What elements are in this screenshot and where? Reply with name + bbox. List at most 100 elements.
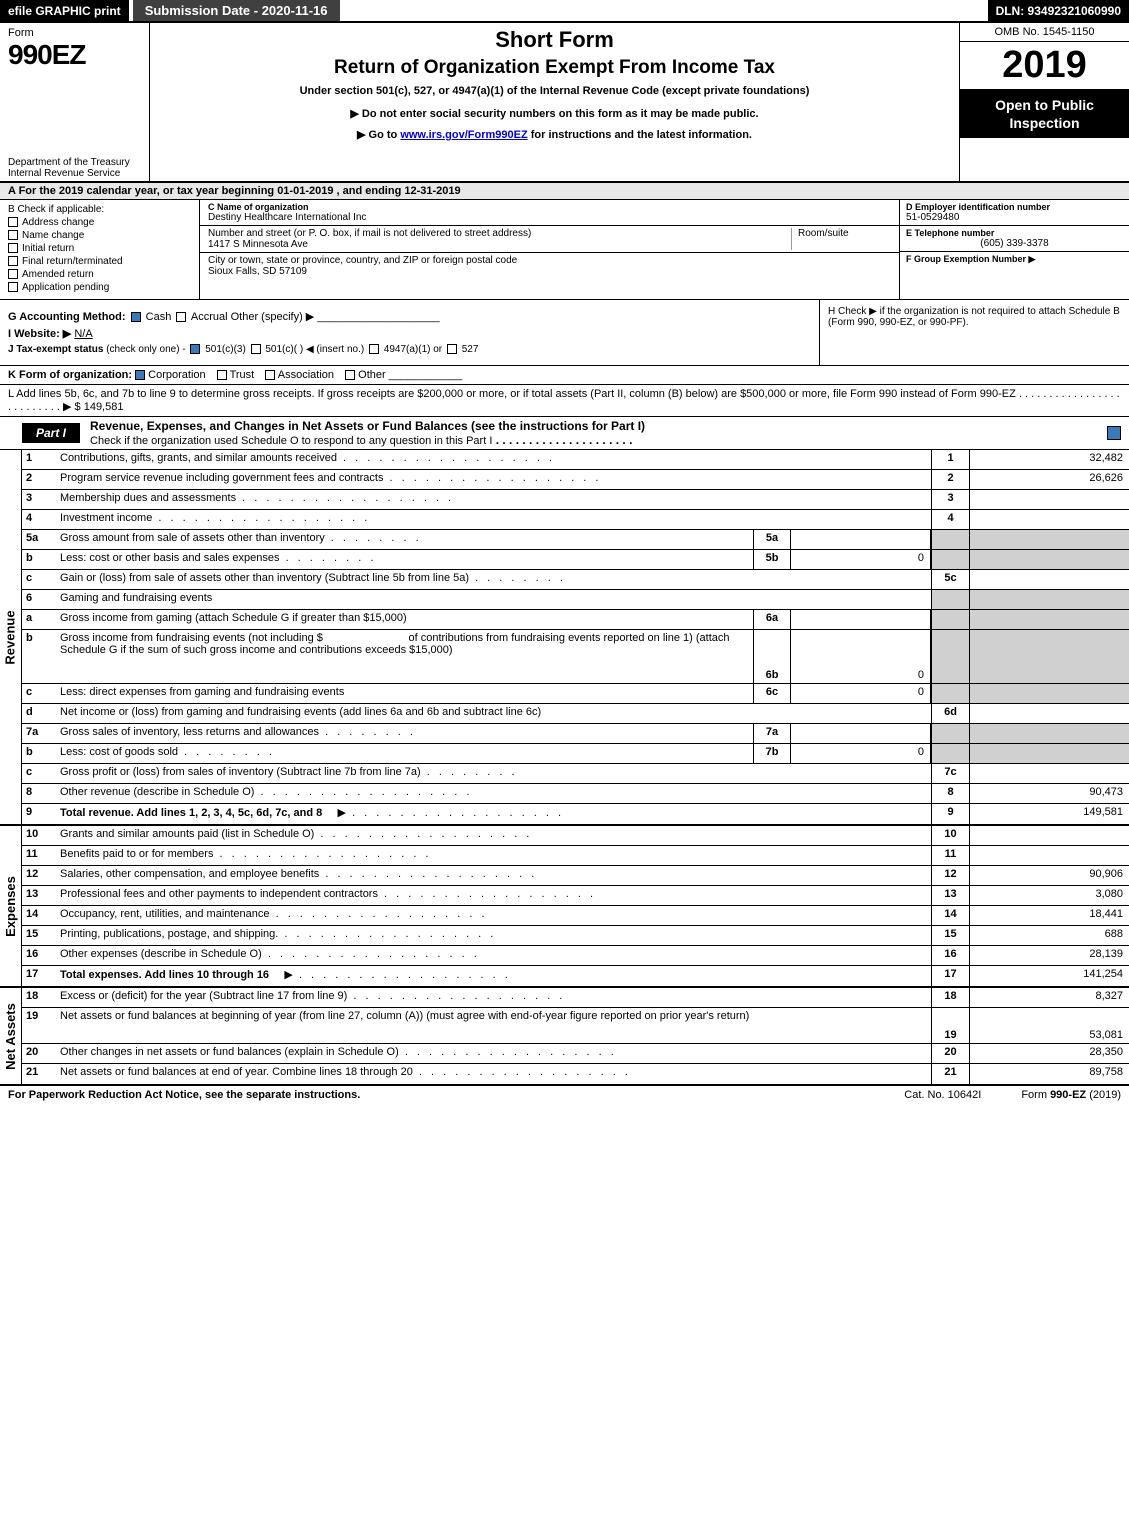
line-1-desc: Contributions, gifts, grants, and simila… [56,450,931,469]
city-label: City or town, state or province, country… [208,255,891,266]
short-form-title: Short Form [158,27,951,53]
line-1-val: 32,482 [969,450,1129,469]
tax-year: 2019 [960,42,1129,90]
checkbox-address-change[interactable] [8,217,18,227]
checkbox-amended-return[interactable] [8,269,18,279]
line-14-val: 18,441 [969,906,1129,925]
form-number: 990EZ [8,39,141,71]
room-label: Room/suite [798,228,891,239]
efile-print-button[interactable]: efile GRAPHIC print [0,0,129,21]
section-l: L Add lines 5b, 6c, and 7b to line 9 to … [0,385,1129,417]
section-h: H Check ▶ if the organization is not req… [819,300,1129,365]
org-name-value: Destiny Healthcare International Inc [208,212,891,223]
line-13-desc: Professional fees and other payments to … [56,886,931,905]
line-18-desc: Excess or (deficit) for the year (Subtra… [56,988,931,1007]
line-17-desc: Total expenses. Add lines 10 through 16 … [56,966,931,986]
line-15-desc: Printing, publications, postage, and shi… [56,926,931,945]
line-2-desc: Program service revenue including govern… [56,470,931,489]
checkbox-corporation[interactable] [135,370,145,380]
irs-link[interactable]: www.irs.gov/Form990EZ [400,129,527,141]
line-4-desc: Investment income [56,510,931,529]
line-9-desc: Total revenue. Add lines 1, 2, 3, 4, 5c,… [56,804,931,824]
form-label: Form [8,27,141,39]
ssn-warning: ▶ Do not enter social security numbers o… [158,107,951,120]
website-line: I Website: ▶ N/A [8,327,811,340]
phone-value: (605) 339-3378 [906,238,1123,249]
tax-exempt-status: J Tax-exempt status (check only one) - 5… [8,344,811,355]
line-10-desc: Grants and similar amounts paid (list in… [56,826,931,845]
line-7b-desc: Less: cost of goods sold [56,744,753,763]
checkbox-name-change[interactable] [8,230,18,240]
line-8-val: 90,473 [969,784,1129,803]
checkbox-501c[interactable] [251,344,261,354]
checkbox-final-return[interactable] [8,256,18,266]
revenue-side-label: Revenue [0,450,22,824]
gross-receipts-amount: ▶ $ 149,581 [63,401,123,413]
section-def: D Employer identification number 51-0529… [899,200,1129,299]
expenses-section: Expenses 10Grants and similar amounts pa… [0,826,1129,988]
checkbox-association[interactable] [265,370,275,380]
header-right: OMB No. 1545-1150 2019 Open to Public In… [959,23,1129,181]
line-6-desc: Gaming and fundraising events [56,590,931,609]
paperwork-notice: For Paperwork Reduction Act Notice, see … [8,1089,864,1101]
checkbox-4947[interactable] [369,344,379,354]
line-6c-desc: Less: direct expenses from gaming and fu… [56,684,753,703]
page-footer: For Paperwork Reduction Act Notice, see … [0,1086,1129,1104]
line-11-val [969,846,1129,865]
checkbox-other-org[interactable] [345,370,355,380]
checkbox-schedule-o[interactable] [1107,426,1121,440]
street-label: Number and street (or P. O. box, if mail… [208,228,791,239]
checkbox-527[interactable] [447,344,457,354]
accounting-method: G Accounting Method: Cash Accrual Other … [8,310,811,323]
org-name-label: C Name of organization [208,202,891,212]
line-5a-desc: Gross amount from sale of assets other t… [56,530,753,549]
info-grid: B Check if applicable: Address change Na… [0,200,1129,300]
instructions-link-line: ▶ Go to www.irs.gov/Form990EZ for instru… [158,128,951,141]
line-19-desc: Net assets or fund balances at beginning… [56,1008,931,1043]
section-b: B Check if applicable: Address change Na… [0,200,200,299]
line-5b-desc: Less: cost or other basis and sales expe… [56,550,753,569]
line-7b-val: 0 [791,744,931,763]
line-6b-desc: Gross income from fundraising events (no… [56,630,753,683]
checkbox-initial-return[interactable] [8,243,18,253]
checkbox-501c3[interactable] [190,344,200,354]
header-center: Short Form Return of Organization Exempt… [150,23,959,181]
street-value: 1417 S Minnesota Ave [208,239,791,250]
part1-header: Part I Revenue, Expenses, and Changes in… [0,417,1129,450]
line-6a-desc: Gross income from gaming (attach Schedul… [56,610,753,629]
revenue-section: Revenue 1Contributions, gifts, grants, a… [0,450,1129,826]
line-16-desc: Other expenses (describe in Schedule O) [56,946,931,965]
omb-number: OMB No. 1545-1150 [960,23,1129,42]
line-5c-val [969,570,1129,589]
line-6d-val [969,704,1129,723]
line-10-val [969,826,1129,845]
section-b-label: B Check if applicable: [8,204,191,215]
open-to-public: Open to Public Inspection [960,90,1129,138]
line-13-val: 3,080 [969,886,1129,905]
netassets-side-label: Net Assets [0,988,22,1084]
website-value: N/A [74,328,92,340]
phone-label: E Telephone number [906,228,1123,238]
expenses-side-label: Expenses [0,826,22,986]
checkbox-accrual[interactable] [176,312,186,322]
checkbox-cash[interactable] [131,312,141,322]
line-3-val [969,490,1129,509]
group-exemption-label: F Group Exemption Number ▶ [906,254,1123,265]
tax-year-row: A For the 2019 calendar year, or tax yea… [0,183,1129,200]
part1-label: Part I [22,423,80,443]
ein-label: D Employer identification number [906,202,1123,212]
line-2-val: 26,626 [969,470,1129,489]
section-ghij: G Accounting Method: Cash Accrual Other … [0,300,1129,366]
line-12-desc: Salaries, other compensation, and employ… [56,866,931,885]
line-6d-desc: Net income or (loss) from gaming and fun… [56,704,931,723]
line-20-desc: Other changes in net assets or fund bala… [56,1044,931,1063]
line-15-val: 688 [969,926,1129,945]
city-value: Sioux Falls, SD 57109 [208,266,891,277]
net-assets-section: Net Assets 18Excess or (deficit) for the… [0,988,1129,1086]
line-20-val: 28,350 [969,1044,1129,1063]
line-12-val: 90,906 [969,866,1129,885]
checkbox-application-pending[interactable] [8,282,18,292]
line-18-val: 8,327 [969,988,1129,1007]
line-6c-val: 0 [791,684,931,703]
checkbox-trust[interactable] [217,370,227,380]
